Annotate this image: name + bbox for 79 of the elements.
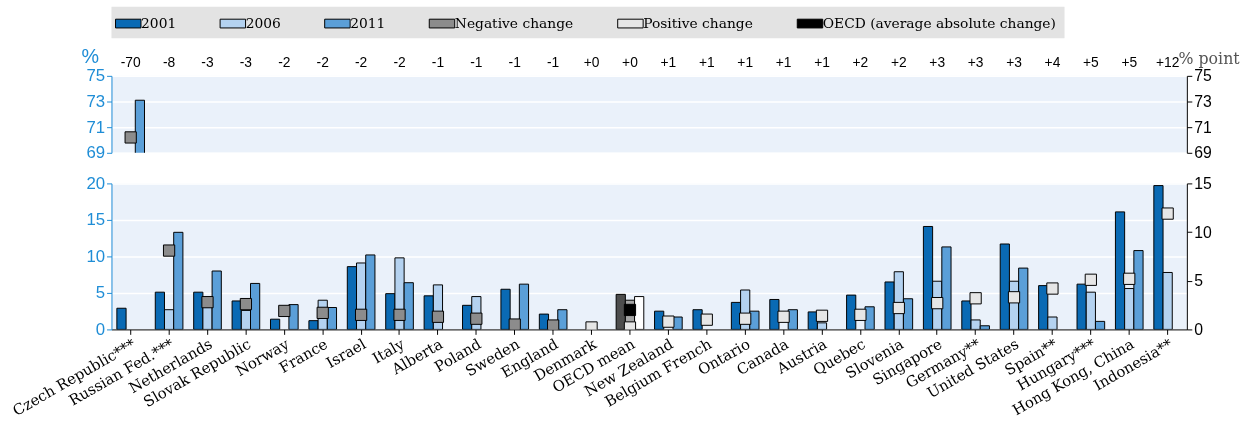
y-tick-label: 5 (95, 283, 106, 303)
legend-label: 2006 (245, 14, 281, 31)
y2-axis-title: % point (1178, 48, 1241, 68)
x-tick-label: -1 (470, 54, 483, 71)
point (355, 308, 368, 321)
point (1123, 272, 1136, 285)
x-tick-label: +1 (814, 54, 830, 71)
point (547, 319, 560, 330)
x-tick-label: -1 (508, 54, 521, 71)
y-tick-label: 10 (86, 246, 106, 266)
point (431, 310, 445, 323)
x-tick-label: +0 (622, 54, 639, 71)
x-tick-label: -2 (393, 54, 406, 71)
x-tick-label: -70 (120, 54, 141, 71)
x-tick-label: -3 (201, 54, 214, 71)
x-tick-label: +5 (1121, 54, 1138, 71)
y-tick-label: 75 (86, 66, 106, 86)
x-tick-label: -1 (547, 54, 560, 71)
point (201, 296, 214, 309)
x-tick-label: +3 (929, 54, 946, 71)
y-axis-title: % (81, 44, 100, 67)
point (815, 309, 829, 322)
x-tick-label: +1 (698, 54, 715, 71)
point (892, 301, 905, 315)
y2-tick-label: 73 (1194, 92, 1213, 110)
point (1046, 282, 1059, 295)
point (470, 312, 483, 325)
point (1161, 207, 1174, 220)
point (508, 318, 521, 330)
legend-label: Negative change (454, 14, 574, 31)
point (700, 313, 713, 326)
legend-label: OECD (average absolute change) (822, 14, 1056, 31)
point (662, 315, 675, 328)
y-tick-label: 0 (95, 319, 106, 339)
legend-label: 2001 (141, 14, 177, 31)
x-tick-label: +5 (1082, 54, 1100, 71)
point (739, 312, 752, 325)
point (239, 297, 253, 311)
legend-label: Positive change (643, 14, 753, 31)
x-tick-label: -1 (431, 54, 445, 71)
x-tick-label: +2 (852, 54, 869, 71)
x-tick-label: +1 (660, 54, 677, 71)
x-tick-label: -3 (239, 54, 253, 71)
point (278, 304, 291, 318)
x-tick-label: -2 (316, 54, 329, 71)
x-tick-label: -2 (278, 54, 291, 71)
y-tick-label: 69 (86, 143, 106, 163)
point (1084, 273, 1097, 286)
x-tick-label: +1 (775, 54, 792, 71)
y2-tick-label: 10 (1194, 223, 1213, 241)
x-tick-label: -8 (162, 54, 176, 71)
point (316, 306, 329, 319)
point (969, 292, 982, 305)
y-tick-label: 71 (86, 117, 106, 137)
x-tick-label: -2 (354, 54, 368, 71)
x-tick-label: +12 (1155, 54, 1180, 71)
y2-tick-label: 69 (1194, 144, 1213, 162)
x-tick-label: +2 (890, 54, 907, 71)
x-tick-label: +0 (583, 54, 600, 71)
x-tick-label: +1 (737, 54, 754, 71)
y2-tick-label: 0 (1194, 320, 1204, 338)
point (854, 308, 867, 321)
y2-tick-label: 71 (1194, 118, 1212, 136)
y2-tick-label: 75 (1194, 67, 1213, 85)
point (623, 303, 637, 317)
point (1007, 291, 1021, 304)
y2-tick-label: 15 (1194, 174, 1213, 192)
x-tick-label: +3 (967, 54, 984, 71)
point (931, 297, 944, 310)
y2-tick-label: 5 (1194, 272, 1204, 290)
y-tick-label: 20 (86, 173, 106, 193)
point (162, 244, 176, 257)
x-tick-label: +3 (1006, 54, 1023, 71)
point (393, 308, 406, 321)
point (777, 310, 790, 323)
x-tick-label: +4 (1044, 54, 1061, 71)
y-tick-label: 15 (86, 210, 106, 230)
y-tick-label: 73 (86, 91, 106, 111)
legend-label: 2011 (350, 14, 386, 31)
